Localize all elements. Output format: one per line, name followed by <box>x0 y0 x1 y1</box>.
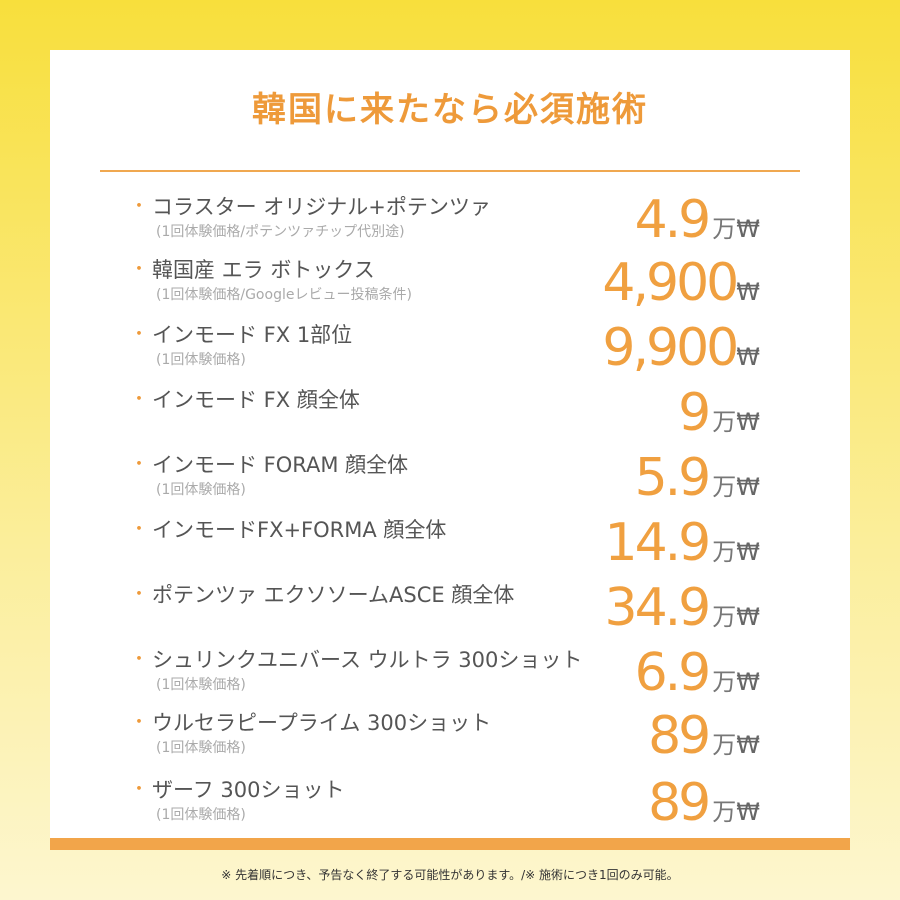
price: 34.9 万₩ <box>604 582 760 645</box>
price: 6.9 万₩ <box>635 647 760 710</box>
price-number: 4.9 <box>634 190 712 250</box>
price-unit: 万 <box>712 798 737 826</box>
price-row: ・ウルセラピープライム 300ショット (1回体験価格) 89 万₩ <box>120 709 760 773</box>
currency: ₩ <box>736 798 760 826</box>
accent-bar <box>50 838 850 850</box>
currency: ₩ <box>736 731 760 759</box>
price-unit: 万 <box>712 731 737 759</box>
item-name: インモード FX 顔全体 <box>152 388 360 412</box>
price: 9 万₩ <box>678 387 760 450</box>
item-note: (1回体験価格) <box>156 807 246 823</box>
item-name: インモードFX+FORMA 顔全体 <box>152 518 447 542</box>
price-unit: 万 <box>712 603 737 631</box>
price-row: ・シュリンクユニバース ウルトラ 300ショット (1回体験価格) 6.9 万₩ <box>120 646 760 710</box>
item-note: (1回体験価格/ポテンツァチップ代別途) <box>156 224 405 240</box>
currency: ₩ <box>736 603 760 631</box>
bullet: ・ <box>130 649 148 670</box>
price-unit: 万 <box>712 538 737 566</box>
price-number: 89 <box>648 773 711 833</box>
currency: ₩ <box>736 473 760 501</box>
price: 89 万₩ <box>648 777 760 840</box>
bullet: ・ <box>130 519 148 540</box>
item-name: 韓国産 エラ ボトックス <box>152 258 375 282</box>
item-name: インモード FX 1部位 <box>152 323 353 347</box>
bullet: ・ <box>130 389 148 410</box>
bullet: ・ <box>130 324 148 345</box>
currency: ₩ <box>736 343 760 371</box>
item-name: コラスター オリジナル+ポテンツァ <box>152 195 491 219</box>
price-number: 4,900 <box>602 253 739 313</box>
item-name: インモード FORAM 顔全体 <box>152 453 409 477</box>
price: 89 万₩ <box>648 710 760 773</box>
price-unit: 万 <box>712 408 737 436</box>
item-note: (1回体験価格) <box>156 740 246 756</box>
price-row: ・韓国産 エラ ボトックス (1回体験価格/Googleレビュー投稿条件) 4,90… <box>120 256 760 320</box>
item-note: (1回体験価格/Googleレビュー投稿条件) <box>156 287 412 303</box>
currency: ₩ <box>736 215 760 243</box>
footer-note: ※ 先着順につき、予告なく終了する可能性があります。/※ 施術につき1回のみ可能… <box>221 868 679 882</box>
item-note: (1回体験価格) <box>156 482 246 498</box>
title: 韓国に来たなら必須施術 <box>252 90 648 130</box>
price-row: ・インモードFX+FORMA 顔全体 14.9 万₩ <box>120 516 760 580</box>
price: 4,900₩ <box>602 257 760 320</box>
price-number: 89 <box>648 706 711 766</box>
price-number: 14.9 <box>604 513 711 573</box>
bullet: ・ <box>130 259 148 280</box>
item-name: シュリンクユニバース ウルトラ 300ショット <box>152 648 583 672</box>
currency: ₩ <box>736 538 760 566</box>
currency: ₩ <box>736 278 760 306</box>
price-row: ・ザーフ 300ショット (1回体験価格) 89 万₩ <box>120 776 760 840</box>
price: 9,900₩ <box>602 322 760 385</box>
item-name: ポテンツァ エクソソームASCE 顔全体 <box>152 583 515 607</box>
item-note: (1回体験価格) <box>156 352 246 368</box>
bullet: ・ <box>130 454 148 475</box>
price-number: 5.9 <box>634 448 712 508</box>
bullet: ・ <box>130 712 148 733</box>
item-name: ザーフ 300ショット <box>152 778 345 802</box>
price: 4.9 万₩ <box>635 194 760 257</box>
price-unit: 万 <box>712 473 737 501</box>
bullet: ・ <box>130 584 148 605</box>
card <box>50 50 850 850</box>
price: 14.9 万₩ <box>604 517 760 580</box>
price-row: ・インモード FX 顔全体 9 万₩ <box>120 386 760 450</box>
price-number: 34.9 <box>604 578 711 638</box>
item-name: ウルセラピープライム 300ショット <box>152 711 492 735</box>
price-unit: 万 <box>712 215 737 243</box>
price-row: ・インモード FORAM 顔全体 (1回体験価格) 5.9 万₩ <box>120 451 760 515</box>
divider <box>100 170 800 172</box>
price-row: ・コラスター オリジナル+ポテンツァ (1回体験価格/ポテンツァチップ代別途) 4.… <box>120 193 760 257</box>
price-number: 9 <box>678 383 711 443</box>
price-number: 6.9 <box>634 643 712 703</box>
currency: ₩ <box>736 668 760 696</box>
price-row: ・インモード FX 1部位 (1回体験価格) 9,900₩ <box>120 321 760 385</box>
item-note: (1回体験価格) <box>156 677 246 693</box>
price: 5.9 万₩ <box>635 452 760 515</box>
price-number: 9,900 <box>602 318 739 378</box>
price-unit: 万 <box>712 668 737 696</box>
currency: ₩ <box>736 408 760 436</box>
bullet: ・ <box>130 779 148 800</box>
bullet: ・ <box>130 196 148 217</box>
price-row: ・ポテンツァ エクソソームASCE 顔全体 34.9 万₩ <box>120 581 760 645</box>
